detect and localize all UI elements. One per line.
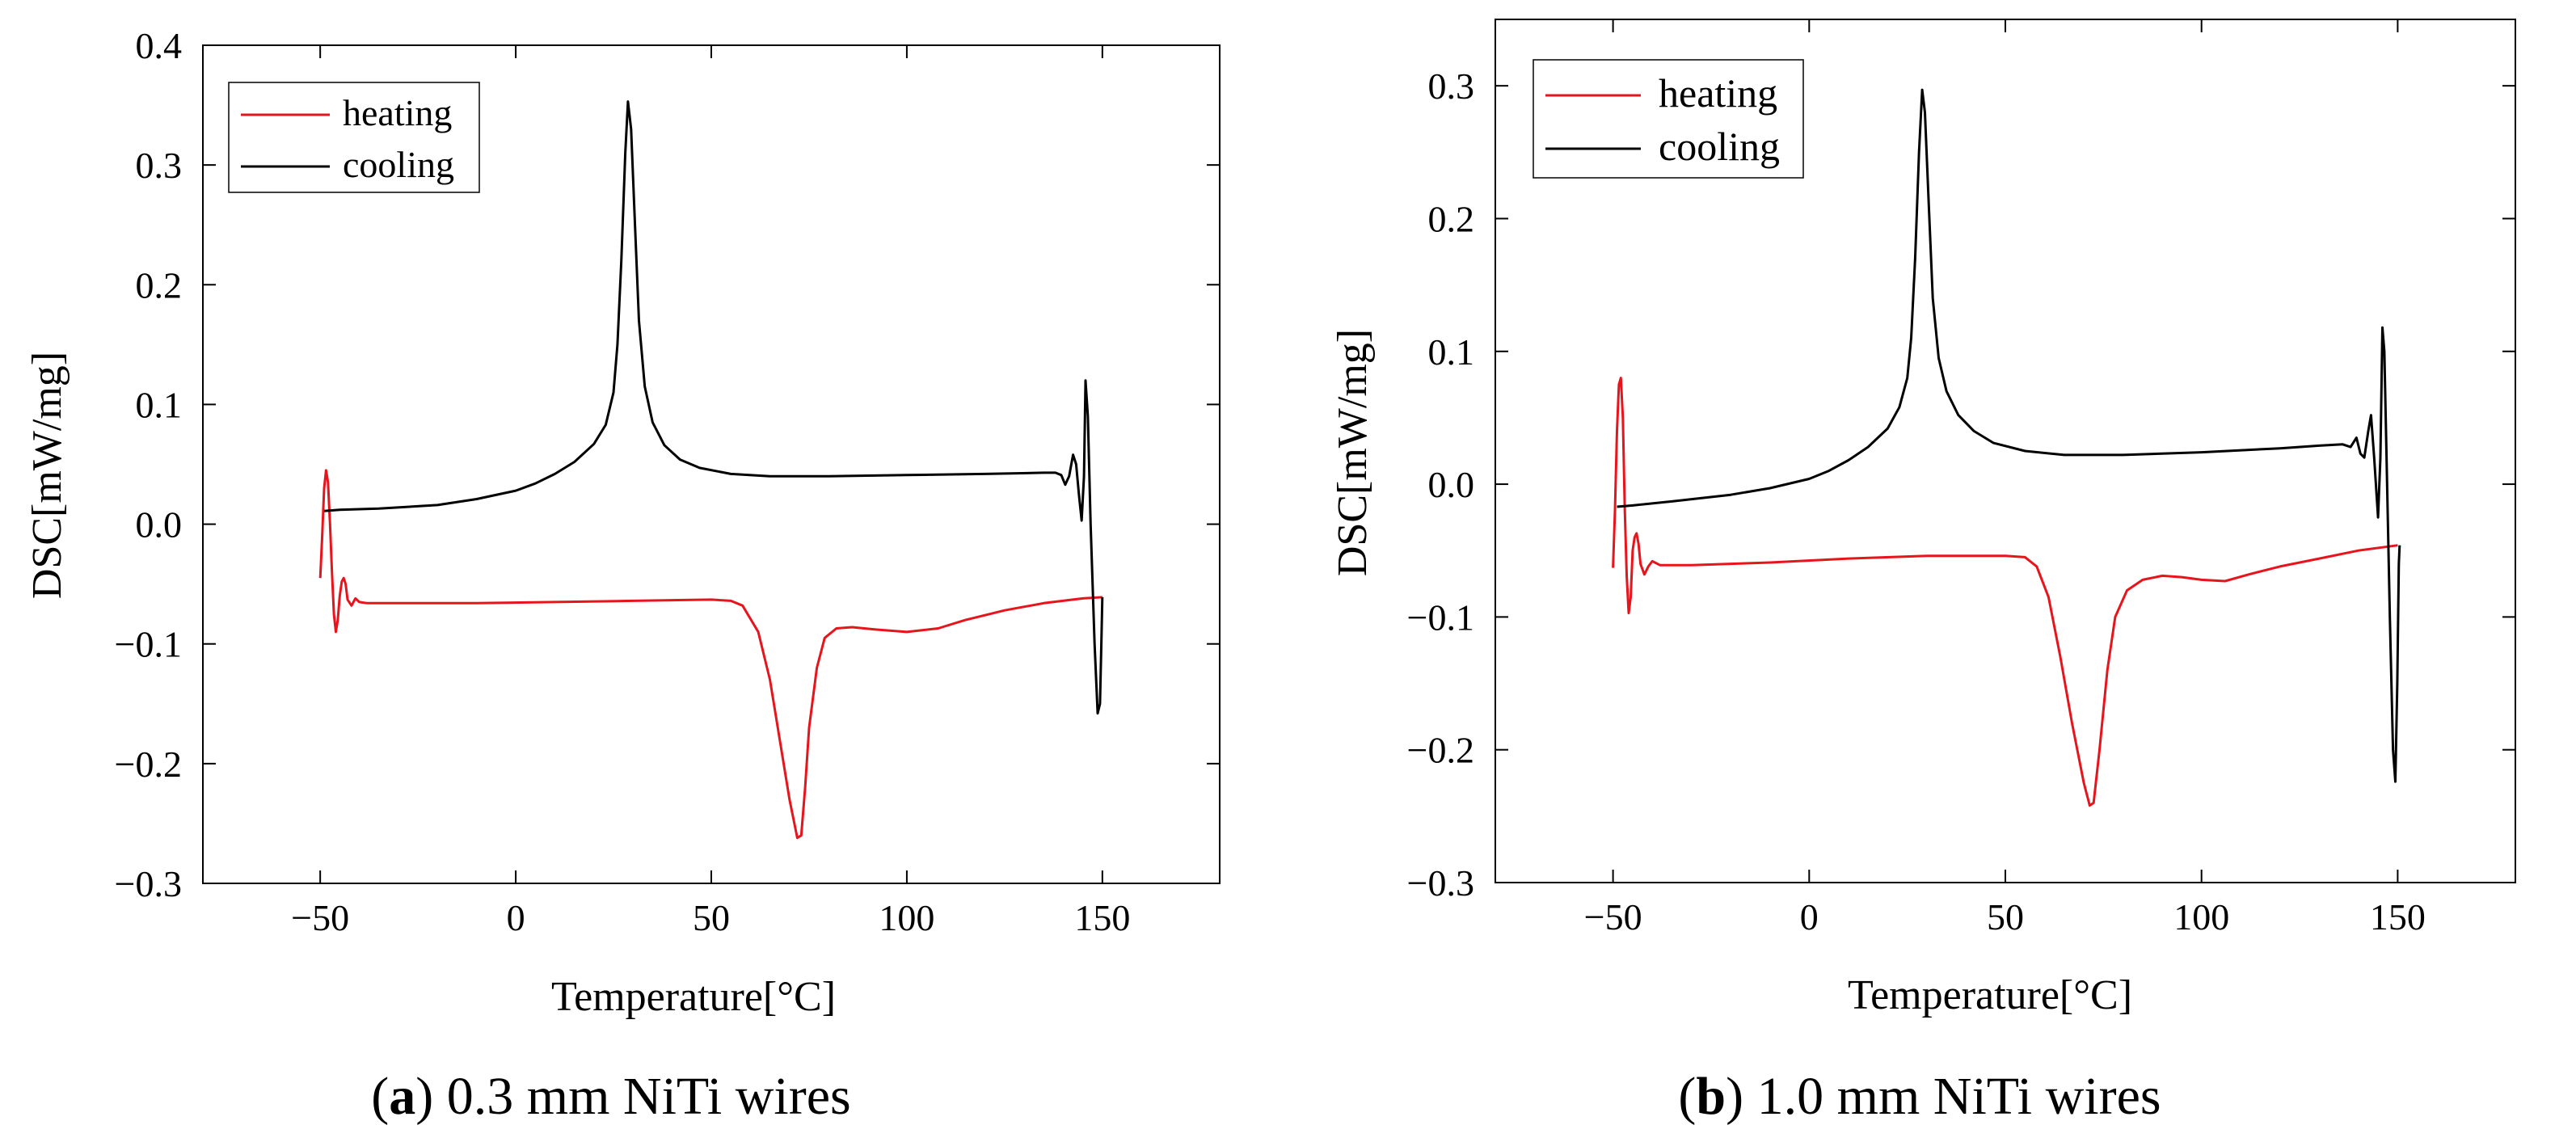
- axis-ticks: [1495, 19, 2515, 883]
- x-tick-label: 100: [2173, 896, 2229, 938]
- panel-caption-text: 1.0 mm NiTi wires: [1757, 1067, 2161, 1126]
- panel-caption: (a) 0.3 mm NiTi wires: [371, 1067, 850, 1126]
- x-tick-label: 100: [879, 897, 934, 938]
- x-tick-label: 50: [693, 897, 730, 938]
- series-line-cooling: [323, 100, 1104, 715]
- chart-panel-b: −50 0 50 100 150 −0.3 −0.2 −0.1 0.0 0.1 0.2 0.3 hea…: [1330, 19, 2516, 1126]
- y-tick-label: 0.0: [1428, 464, 1475, 505]
- y-tick-label: −0.3: [115, 863, 182, 904]
- y-tick-label: −0.1: [115, 624, 182, 665]
- legend-label-cooling: cooling: [343, 144, 454, 185]
- legend-label-cooling: cooling: [1659, 124, 1780, 169]
- legend-label-heating: heating: [1659, 70, 1777, 116]
- y-tick-label: 0.3: [136, 145, 183, 186]
- legend: heating cooling: [228, 82, 480, 193]
- y-tick-label: 0.4: [136, 25, 183, 66]
- y-tick-label: −0.2: [1407, 730, 1474, 771]
- y-tick-label: −0.3: [1407, 862, 1474, 904]
- x-tick-label: 150: [1074, 897, 1130, 938]
- panel-letter: b: [1696, 1067, 1726, 1126]
- axis-ticks: [203, 44, 1220, 884]
- tick-labels: −50 0 50 100 150 −0.3 −0.2 −0.1 0.0 0.1 0.2 0.3 0.4: [115, 25, 1131, 938]
- y-axis-label: DSC[mW/mg]: [24, 352, 70, 599]
- panel-caption-text: 0.3 mm NiTi wires: [447, 1067, 851, 1126]
- y-tick-label: 0.2: [1428, 198, 1475, 239]
- series-line-cooling: [1617, 88, 2401, 783]
- x-tick-label: 150: [2370, 896, 2426, 938]
- x-tick-label: 0: [507, 897, 525, 938]
- x-tick-label: −50: [1584, 896, 1642, 938]
- legend-label-heating: heating: [343, 92, 452, 133]
- panel-caption: (b) 1.0 mm NiTi wires: [1678, 1067, 2161, 1126]
- x-axis-label: Temperature[°C]: [551, 974, 836, 1020]
- legend: heating cooling: [1533, 59, 1804, 179]
- x-axis-label: Temperature[°C]: [1848, 972, 2132, 1018]
- series-line-heating: [1612, 377, 2398, 807]
- tick-labels: −50 0 50 100 150 −0.3 −0.2 −0.1 0.0 0.1 0.2 0.3: [1407, 65, 2426, 938]
- x-tick-label: 0: [1800, 896, 1819, 938]
- x-tick-label: −50: [291, 897, 349, 938]
- y-tick-label: 0.1: [1428, 331, 1475, 373]
- y-tick-label: 0.1: [136, 384, 183, 425]
- series-layer: [1612, 88, 2401, 807]
- x-tick-label: 50: [1987, 896, 2024, 938]
- y-tick-label: 0.3: [1428, 65, 1475, 107]
- legend-box: [228, 82, 480, 193]
- y-tick-label: 0.2: [136, 264, 183, 306]
- y-tick-label: −0.2: [115, 744, 182, 785]
- panel-letter: a: [389, 1067, 415, 1126]
- series-line-heating: [318, 469, 1102, 840]
- y-tick-label: −0.1: [1407, 596, 1474, 638]
- y-axis-label: DSC[mW/mg]: [1330, 329, 1376, 576]
- series-layer: [318, 100, 1104, 840]
- chart-panel-a: −50 0 50 100 150−0.3−0.2−0.10.00.10.20.30.4 …: [24, 25, 1221, 1126]
- legend-box: [1533, 59, 1804, 179]
- y-tick-label: 0.0: [136, 504, 183, 546]
